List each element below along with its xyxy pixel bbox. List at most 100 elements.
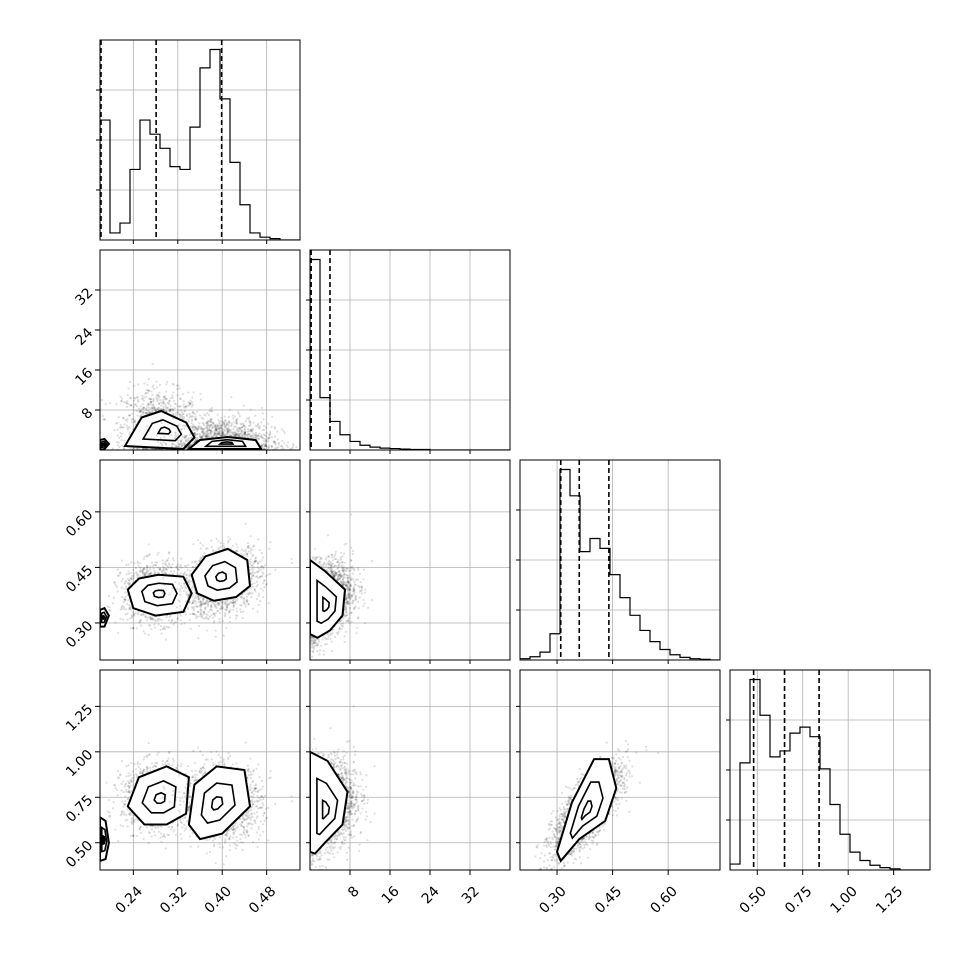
sample-point — [179, 397, 182, 400]
sample-point — [175, 439, 179, 442]
sample-point — [221, 423, 224, 426]
sample-point — [243, 433, 246, 436]
sample-point — [176, 411, 179, 414]
sample-point — [194, 418, 197, 422]
sample-point — [156, 566, 160, 569]
sample-point — [216, 601, 220, 604]
sample-point — [106, 605, 110, 608]
sample-point — [245, 595, 249, 598]
sample-point — [148, 411, 151, 414]
sample-point — [232, 605, 235, 609]
sample-point — [192, 423, 195, 426]
sample-point — [242, 597, 246, 600]
sample-point — [171, 557, 174, 560]
sample-point — [179, 605, 182, 608]
sample-point — [193, 435, 196, 438]
sample-point — [217, 432, 221, 435]
sample-point — [246, 545, 250, 548]
sample-point — [189, 627, 192, 630]
sample-point — [100, 398, 104, 402]
sample-point — [182, 441, 185, 444]
sample-point — [273, 440, 276, 443]
sample-point — [145, 407, 148, 410]
sample-point — [138, 445, 141, 448]
sample-point — [189, 402, 192, 405]
sample-point — [161, 402, 165, 405]
sample-point — [185, 405, 189, 408]
sample-point — [264, 444, 267, 448]
sample-point — [200, 436, 203, 439]
sample-point — [236, 598, 239, 601]
sample-point — [168, 399, 171, 403]
sample-point — [229, 425, 233, 428]
sample-point — [183, 585, 187, 588]
sample-point — [207, 413, 210, 417]
sample-point — [227, 424, 230, 427]
sample-point — [265, 440, 268, 443]
sample-point — [227, 415, 230, 419]
sample-point — [240, 429, 243, 433]
sample-point — [147, 429, 150, 432]
sample-point — [166, 565, 169, 568]
sample-point — [205, 435, 208, 438]
sample-point — [180, 566, 183, 569]
sample-point — [208, 608, 212, 612]
sample-point — [138, 620, 141, 624]
sample-point — [230, 434, 233, 437]
sample-point — [223, 421, 226, 424]
sample-point — [145, 619, 148, 622]
sample-point — [232, 433, 235, 436]
sample-point — [178, 573, 182, 576]
sample-point — [203, 602, 206, 605]
sample-point — [262, 447, 265, 450]
sample-point — [213, 431, 216, 435]
sample-point — [178, 413, 181, 416]
sample-point — [193, 412, 197, 416]
sample-point — [218, 425, 221, 428]
sample-point — [152, 384, 155, 387]
sample-point — [280, 444, 284, 448]
sample-point — [254, 575, 257, 579]
sample-point — [264, 444, 267, 448]
sample-point — [209, 424, 212, 427]
sample-point — [143, 567, 146, 571]
sample-point — [149, 616, 152, 619]
sample-point — [295, 445, 298, 449]
sample-point — [187, 443, 190, 446]
sample-point — [254, 556, 258, 559]
sample-point — [226, 430, 230, 433]
sample-point — [243, 553, 247, 556]
sample-point — [206, 430, 209, 433]
sample-point — [112, 596, 115, 599]
sample-point — [171, 417, 175, 420]
sample-point — [253, 588, 256, 591]
sample-point — [273, 435, 277, 438]
sample-point — [252, 562, 255, 565]
panel-frame — [99, 249, 301, 451]
sample-point — [199, 556, 202, 560]
sample-point — [233, 425, 236, 428]
sample-point — [180, 557, 183, 560]
sample-point — [265, 439, 268, 442]
sample-point — [144, 412, 148, 415]
sample-point — [181, 443, 184, 446]
sample-point — [222, 544, 225, 547]
sample-point — [183, 434, 186, 438]
sample-point — [174, 621, 178, 624]
sample-point — [150, 403, 153, 406]
sample-point — [239, 610, 243, 614]
sample-point — [160, 619, 163, 622]
sample-point — [265, 438, 268, 442]
sample-point — [215, 537, 218, 541]
sample-point — [229, 428, 232, 432]
sample-point — [204, 434, 207, 437]
sample-point — [192, 438, 195, 442]
contour-core — [152, 589, 166, 599]
sample-point — [262, 595, 265, 599]
sample-point — [120, 607, 124, 610]
sample-point — [267, 446, 271, 449]
sample-point — [239, 422, 242, 425]
sample-point — [149, 400, 152, 403]
sample-point — [174, 590, 177, 593]
sample-point — [180, 427, 183, 431]
